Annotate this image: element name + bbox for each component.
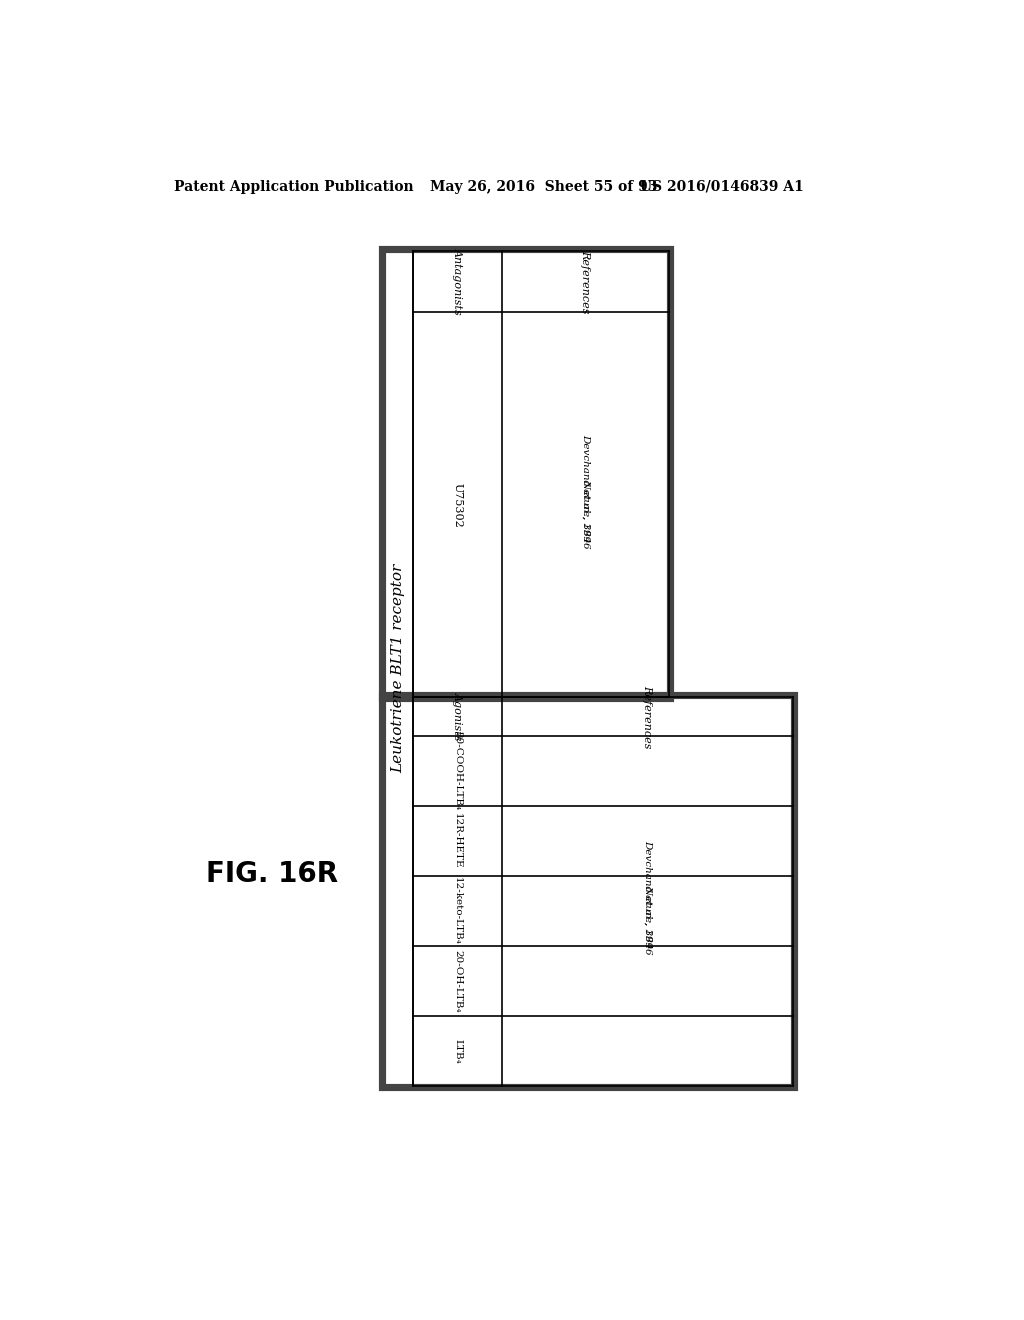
Text: Antagonists: Antagonists <box>453 248 463 315</box>
Text: 20-OH-LTB₄: 20-OH-LTB₄ <box>454 950 462 1012</box>
Text: 20-COOH-LTB₄: 20-COOH-LTB₄ <box>454 731 462 810</box>
Bar <box>384 697 793 1086</box>
Text: Leukotriene BLT1 receptor: Leukotriene BLT1 receptor <box>391 564 406 774</box>
Text: May 26, 2016  Sheet 55 of 93: May 26, 2016 Sheet 55 of 93 <box>430 180 657 194</box>
Text: 12-keto-LTB₄: 12-keto-LTB₄ <box>454 876 462 945</box>
Text: Agonists: Agonists <box>453 693 463 741</box>
Text: Devchand et al., 1996: Devchand et al., 1996 <box>582 434 590 548</box>
Text: US 2016/0146839 A1: US 2016/0146839 A1 <box>640 180 803 194</box>
Text: References: References <box>581 249 591 313</box>
Text: Devchand et al., 1996: Devchand et al., 1996 <box>643 840 652 954</box>
Text: FIG. 16R: FIG. 16R <box>206 861 338 888</box>
Bar <box>384 251 669 697</box>
Text: Patent Application Publication: Patent Application Publication <box>174 180 414 194</box>
Text: LTB₄: LTB₄ <box>454 1039 462 1064</box>
Bar <box>381 694 796 1089</box>
Text: 12R-HETE: 12R-HETE <box>454 813 462 869</box>
Bar <box>381 248 672 701</box>
Text: References: References <box>643 685 652 748</box>
Text: Nature, 384: Nature, 384 <box>643 886 652 949</box>
Text: Nature, 384: Nature, 384 <box>582 479 590 543</box>
Text: U75302: U75302 <box>453 483 463 527</box>
